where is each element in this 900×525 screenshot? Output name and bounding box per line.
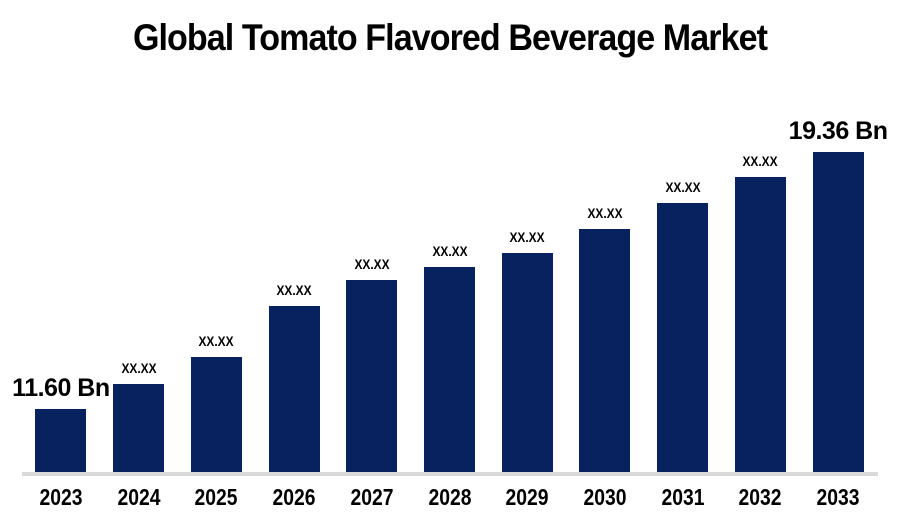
x-axis-label-2023: 2023: [39, 484, 83, 510]
value-label-2029: XX.XX: [509, 229, 545, 245]
bar-2024: [113, 384, 165, 472]
bar-2023: [35, 409, 87, 472]
x-axis-label-2029: 2029: [505, 484, 549, 510]
x-axis-label-2032: 2032: [738, 484, 782, 510]
value-label-2026: XX.XX: [276, 282, 312, 298]
bar-2025: [190, 357, 242, 472]
bar-2029: [501, 253, 553, 472]
value-label-2030: XX.XX: [587, 205, 623, 221]
x-axis-label-2026: 2026: [272, 484, 316, 510]
bar-2032: [734, 177, 786, 472]
bar-2030: [579, 229, 631, 472]
x-axis-label-2027: 2027: [350, 484, 394, 510]
chart-title: Global Tomato Flavored Beverage Market: [132, 17, 768, 58]
value-label-2032: XX.XX: [742, 153, 778, 169]
x-axis-label-2033: 2033: [816, 484, 860, 510]
value-label-2028: XX.XX: [431, 243, 468, 259]
x-axis-label-2024: 2024: [117, 484, 161, 510]
bar-2031: [657, 203, 709, 472]
value-label-2033: 19.36 Bn: [788, 117, 888, 145]
bar-2028: [424, 267, 475, 472]
x-axis-line: [22, 472, 878, 476]
value-label-2025: XX.XX: [198, 333, 234, 349]
value-label-2023: 11.60 Bn: [12, 374, 110, 402]
x-axis-label-2030: 2030: [583, 484, 627, 510]
value-label-2024: XX.XX: [121, 360, 157, 376]
bar-2027: [346, 280, 398, 472]
bar-2026: [268, 306, 320, 472]
x-axis-label-2025: 2025: [194, 484, 238, 510]
x-axis-label-2031: 2031: [661, 484, 705, 510]
value-label-2027: XX.XX: [354, 256, 390, 272]
value-label-2031: XX.XX: [665, 179, 701, 195]
x-axis-label-2028: 2028: [428, 484, 471, 510]
bar-2033: [812, 152, 864, 472]
